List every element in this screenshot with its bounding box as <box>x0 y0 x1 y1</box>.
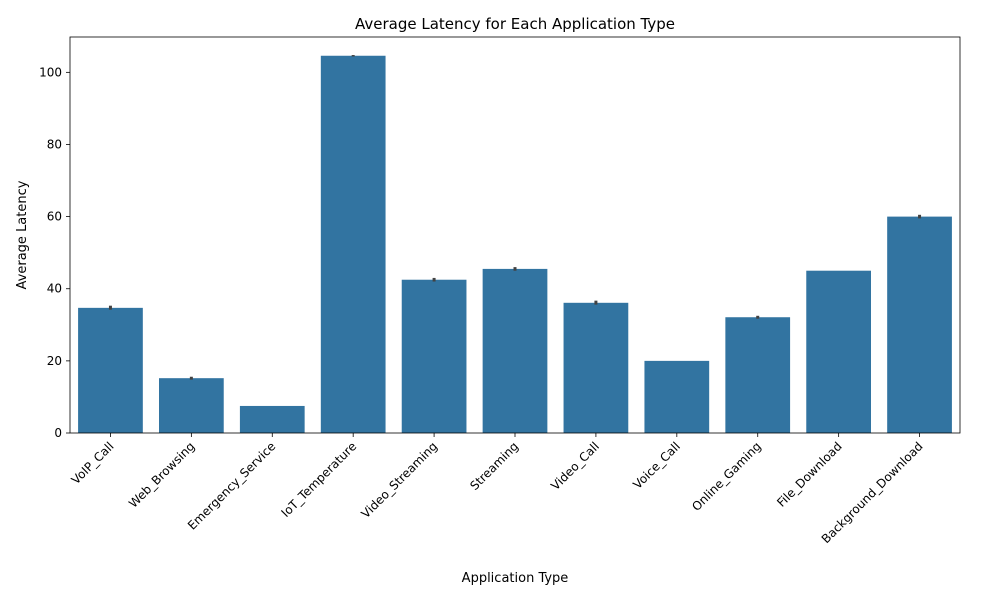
x-tick-label: Emergency_Service <box>185 439 278 532</box>
x-axis-label: Application Type <box>462 571 569 586</box>
x-tick-label: Web_Browsing <box>126 439 197 510</box>
chart-title: Average Latency for Each Application Typ… <box>355 15 675 33</box>
bar-video-call <box>563 302 629 433</box>
x-tick-label: Streaming <box>467 439 521 493</box>
plot-frame <box>69 36 961 434</box>
y-tick-label: 20 <box>47 354 62 368</box>
x-tick-label: Video_Call <box>548 439 602 493</box>
y-tick-label: 80 <box>47 137 62 151</box>
x-tick-label: File_Download <box>774 439 845 510</box>
y-tick-label: 40 <box>47 282 62 296</box>
bar-background-download <box>887 216 952 433</box>
bar-online-gaming <box>725 317 791 433</box>
x-tick-label: Online_Gaming <box>689 439 764 514</box>
bar-voice-call <box>644 360 710 433</box>
bar-video-streaming <box>401 279 467 433</box>
x-tick-label: Video_Streaming <box>358 439 440 521</box>
x-tick-label: Voice_Call <box>630 439 683 492</box>
y-tick-label: 100 <box>39 65 62 79</box>
error-bars-layer <box>108 55 922 380</box>
y-tick-label: 60 <box>47 210 62 224</box>
bar-file-download <box>806 270 871 433</box>
bar-web-browsing <box>159 378 224 433</box>
x-tick-label: VoIP_Call <box>69 439 117 487</box>
y-axis-label: Average Latency <box>15 180 30 289</box>
bars-layer <box>78 55 952 433</box>
bar-iot-temperature <box>320 55 386 433</box>
y-axis: 0 20 40 60 80 100 <box>39 65 70 440</box>
bar-emergency-service <box>239 405 305 433</box>
bar-streaming <box>482 268 548 433</box>
x-tick-label: IoT_Temperature <box>279 439 360 520</box>
bar-voip-call <box>78 307 143 433</box>
y-tick-label: 0 <box>54 426 62 440</box>
